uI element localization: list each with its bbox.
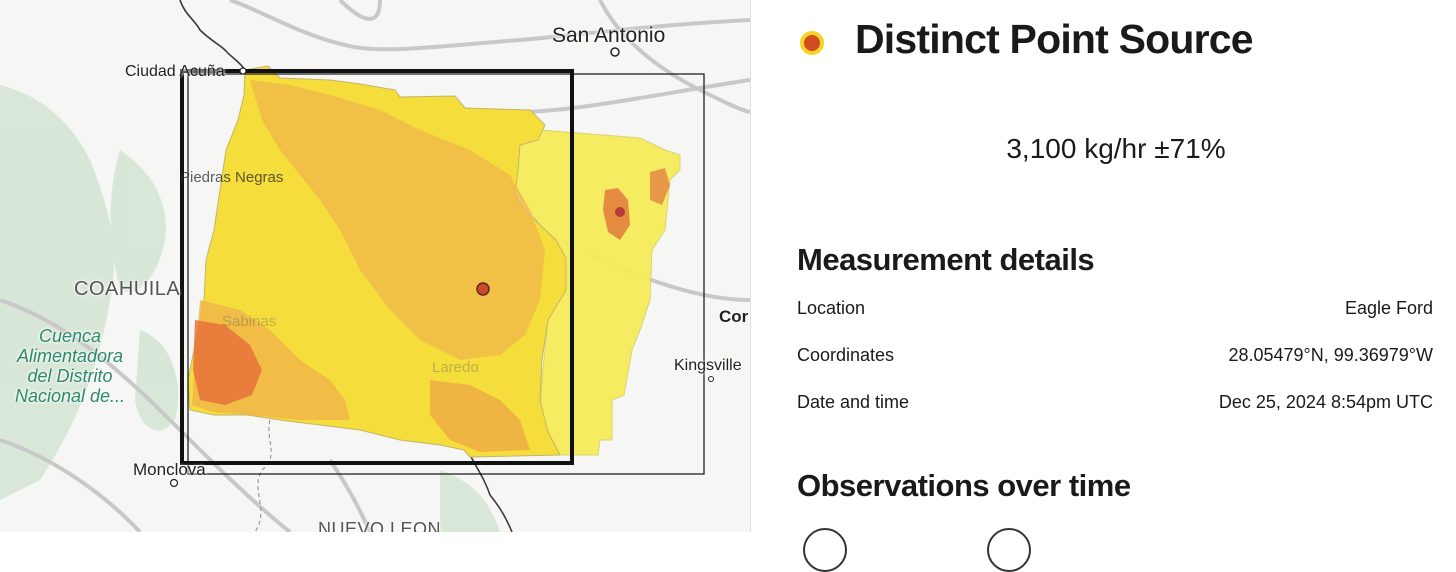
plume-mid-zone bbox=[250, 80, 545, 360]
label-ciudad-acuna: Ciudad Acuña bbox=[125, 63, 225, 80]
terrain-areas bbox=[0, 85, 500, 532]
emission-rate: 3,100 kg/hr ±71% bbox=[1006, 133, 1226, 164]
observation-thumb[interactable] bbox=[803, 528, 847, 572]
detail-value: Dec 25, 2024 8:54pm UTC bbox=[1218, 392, 1433, 412]
label-cor: Cor bbox=[719, 307, 749, 326]
observations-heading: Observations over time bbox=[797, 468, 1131, 503]
monclova-dot bbox=[169, 478, 179, 488]
plume-hotspot-e bbox=[650, 168, 670, 205]
detail-row-coordinates: Coordinates 28.05479°N, 99.36979°W bbox=[797, 345, 1433, 369]
plume-mid-zone-s bbox=[430, 380, 530, 452]
label-sabinas: Sabinas bbox=[222, 313, 277, 330]
san-antonio-dot bbox=[610, 47, 620, 57]
label-monclova: Monclova bbox=[133, 460, 206, 479]
detail-label: Coordinates bbox=[797, 345, 895, 365]
observation-thumb[interactable] bbox=[987, 528, 1031, 572]
label-cuenca: Cuenca Alimentadora del Distrito Naciona… bbox=[14, 326, 126, 406]
detail-value: 28.05479°N, 99.36979°W bbox=[1228, 345, 1433, 365]
label-nuevo-leon: NUEVO LEON bbox=[318, 519, 442, 532]
label-laredo: Laredo bbox=[432, 359, 479, 376]
detail-label: Location bbox=[797, 298, 866, 318]
plume-high-zone-sw bbox=[193, 320, 262, 405]
river-border-south bbox=[469, 454, 513, 532]
scene-box-inner bbox=[180, 69, 574, 465]
map-view[interactable]: San Antonio Ciudad Acuña Piedras Negras … bbox=[0, 0, 751, 532]
scene-box-outer bbox=[187, 73, 705, 475]
river-border bbox=[179, 0, 246, 71]
detail-label: Date and time bbox=[797, 392, 910, 412]
label-coahuila: COAHUILA bbox=[74, 278, 181, 300]
plume-peak-ne bbox=[615, 207, 625, 217]
label-kingsville: Kingsville bbox=[674, 357, 742, 374]
detail-value: Eagle Ford bbox=[1344, 298, 1433, 318]
measurement-details-heading: Measurement details bbox=[797, 242, 1095, 277]
ciudad-acuna-dot bbox=[239, 67, 247, 75]
label-piedras-negras: Piedras Negras bbox=[180, 169, 284, 186]
state-border bbox=[254, 419, 272, 532]
detail-row-location: Location Eagle Ford bbox=[797, 298, 1433, 322]
point-source-icon bbox=[800, 31, 824, 55]
details-panel: Distinct Point Source 3,100 kg/hr ±71% M… bbox=[751, 0, 1456, 572]
detail-row-datetime: Date and time Dec 25, 2024 8:54pm UTC bbox=[797, 392, 1433, 416]
label-san-antonio: San Antonio bbox=[552, 24, 666, 47]
map-canvas[interactable] bbox=[0, 0, 750, 532]
kingsville-dot bbox=[708, 376, 714, 382]
point-source-marker[interactable] bbox=[476, 282, 490, 296]
source-type-title: Distinct Point Source bbox=[855, 16, 1254, 62]
methane-plume bbox=[187, 65, 681, 458]
